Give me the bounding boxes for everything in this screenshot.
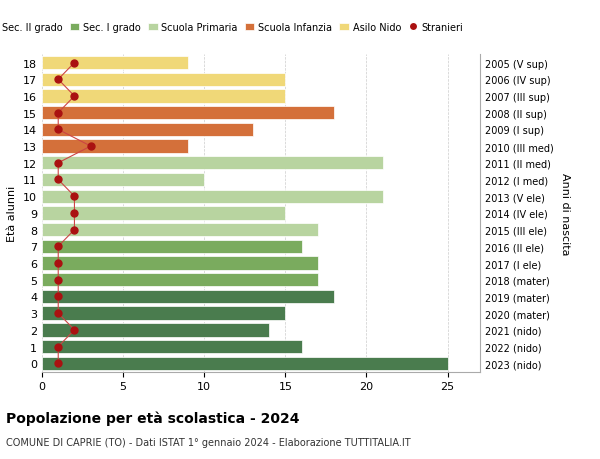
Text: Popolazione per età scolastica - 2024: Popolazione per età scolastica - 2024 [6, 411, 299, 425]
Bar [42, 123, 253, 137]
Bar [42, 290, 334, 303]
Bar [42, 140, 188, 153]
Bar [42, 174, 204, 187]
Legend: Sec. II grado, Sec. I grado, Scuola Primaria, Scuola Infanzia, Asilo Nido, Stran: Sec. II grado, Sec. I grado, Scuola Prim… [0, 19, 467, 37]
Bar [42, 324, 269, 337]
Bar [42, 307, 286, 320]
Bar [42, 73, 286, 87]
Bar [42, 207, 286, 220]
Bar [42, 157, 383, 170]
Bar [42, 107, 334, 120]
Bar [42, 190, 383, 203]
Bar [42, 224, 318, 237]
Y-axis label: Anni di nascita: Anni di nascita [560, 172, 570, 255]
Bar [42, 274, 318, 287]
Y-axis label: Età alunni: Età alunni [7, 185, 17, 241]
Bar [42, 257, 318, 270]
Bar [42, 240, 302, 253]
Bar [42, 357, 448, 370]
Bar [42, 57, 188, 70]
Bar [42, 90, 286, 103]
Bar [42, 340, 302, 353]
Text: COMUNE DI CAPRIE (TO) - Dati ISTAT 1° gennaio 2024 - Elaborazione TUTTITALIA.IT: COMUNE DI CAPRIE (TO) - Dati ISTAT 1° ge… [6, 437, 410, 447]
